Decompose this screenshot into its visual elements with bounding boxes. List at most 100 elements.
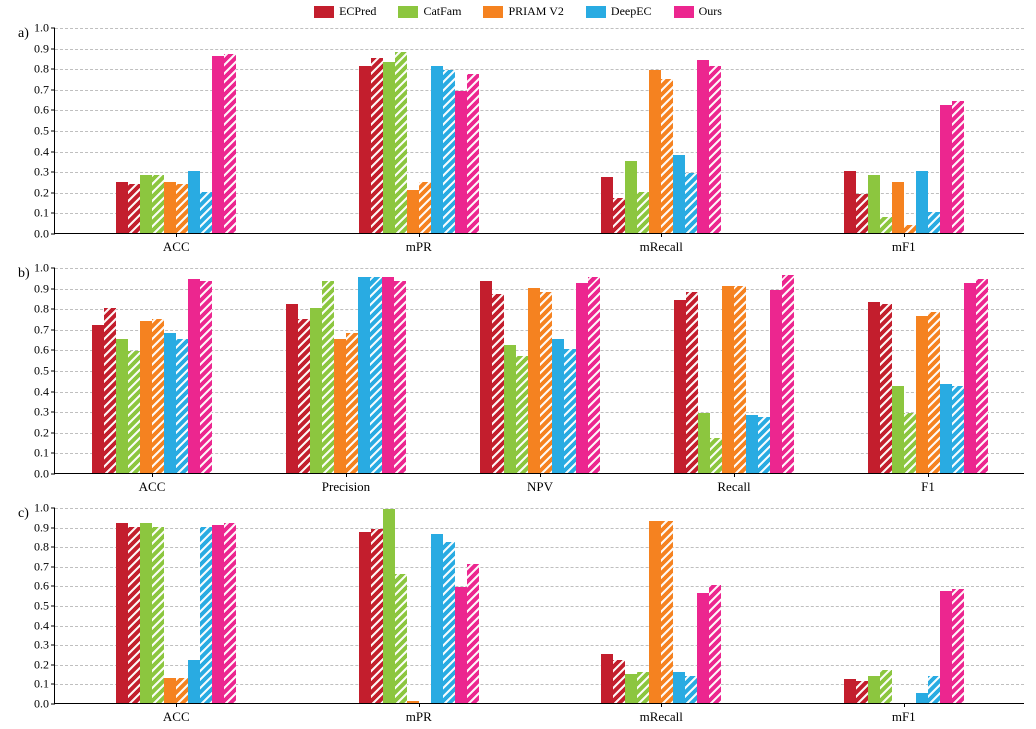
xtick-mark bbox=[176, 703, 177, 707]
xtick-mark bbox=[904, 233, 905, 237]
ytick-mark bbox=[51, 474, 55, 475]
legend-label: CatFam bbox=[423, 4, 461, 19]
bar bbox=[685, 173, 697, 233]
bar-cluster bbox=[286, 268, 406, 473]
ytick-mark bbox=[51, 89, 55, 90]
category-group: mF1 bbox=[844, 28, 964, 233]
ytick-mark bbox=[51, 566, 55, 567]
category-group: Recall bbox=[674, 268, 794, 473]
bar bbox=[188, 171, 200, 233]
bar bbox=[576, 283, 588, 473]
bar-cluster bbox=[601, 508, 721, 703]
ytick-mark bbox=[51, 391, 55, 392]
bar bbox=[164, 333, 176, 473]
bar bbox=[383, 509, 395, 703]
ytick-mark bbox=[51, 234, 55, 235]
bar bbox=[528, 288, 540, 473]
bar bbox=[395, 52, 407, 233]
bar bbox=[467, 74, 479, 233]
category-label: mRecall bbox=[640, 239, 683, 255]
ytick-label: 0.3 bbox=[34, 405, 49, 420]
bar bbox=[116, 182, 128, 234]
bar bbox=[310, 308, 322, 473]
ytick-mark bbox=[51, 684, 55, 685]
bar bbox=[892, 386, 904, 473]
ytick-mark bbox=[51, 704, 55, 705]
ytick-label: 0.0 bbox=[34, 227, 49, 242]
category-group: mRecall bbox=[601, 508, 721, 703]
xtick-mark bbox=[152, 473, 153, 477]
bar bbox=[116, 523, 128, 703]
legend-item: PRIAM V2 bbox=[483, 4, 563, 19]
xtick-mark bbox=[904, 703, 905, 707]
bar bbox=[140, 321, 152, 473]
ytick-label: 0.7 bbox=[34, 82, 49, 97]
bar-cluster bbox=[116, 28, 236, 233]
bar bbox=[334, 339, 346, 473]
ytick-label: 0.3 bbox=[34, 165, 49, 180]
category-label: ACC bbox=[163, 709, 190, 725]
ytick-mark bbox=[51, 527, 55, 528]
ytick-label: 0.2 bbox=[34, 185, 49, 200]
bar bbox=[104, 308, 116, 473]
bar bbox=[952, 589, 964, 703]
bar bbox=[625, 161, 637, 233]
legend-swatch bbox=[314, 6, 334, 18]
ytick-mark bbox=[51, 645, 55, 646]
bar bbox=[540, 292, 552, 473]
ytick-label: 0.6 bbox=[34, 103, 49, 118]
ytick-label: 1.0 bbox=[34, 21, 49, 36]
plot-area: 0.00.10.20.30.40.50.60.70.80.91.0ACCPrec… bbox=[54, 268, 1024, 474]
bar bbox=[613, 660, 625, 703]
ytick-mark bbox=[51, 586, 55, 587]
bar bbox=[601, 177, 613, 233]
ytick-label: 0.9 bbox=[34, 520, 49, 535]
bar bbox=[371, 529, 383, 703]
bar bbox=[698, 413, 710, 473]
bar bbox=[176, 339, 188, 473]
bar bbox=[394, 281, 406, 473]
plot-area: 0.00.10.20.30.40.50.60.70.80.91.0ACCmPRm… bbox=[54, 28, 1024, 234]
bar bbox=[467, 564, 479, 703]
bar bbox=[212, 56, 224, 233]
ytick-mark bbox=[51, 268, 55, 269]
bar bbox=[892, 182, 904, 234]
ytick-label: 0.4 bbox=[34, 144, 49, 159]
bar bbox=[443, 542, 455, 703]
bar bbox=[649, 70, 661, 233]
ytick-label: 0.5 bbox=[34, 364, 49, 379]
bar bbox=[697, 60, 709, 233]
bar bbox=[770, 290, 782, 473]
plot-area: 0.00.10.20.30.40.50.60.70.80.91.0ACCmPRm… bbox=[54, 508, 1024, 704]
ytick-label: 0.4 bbox=[34, 384, 49, 399]
legend: ECPredCatFamPRIAM V2DeepECOurs bbox=[0, 4, 1036, 19]
ytick-mark bbox=[51, 432, 55, 433]
ytick-label: 0.5 bbox=[34, 599, 49, 614]
bar-cluster bbox=[480, 268, 600, 473]
ytick-label: 0.0 bbox=[34, 467, 49, 482]
category-label: mF1 bbox=[892, 239, 916, 255]
bar bbox=[431, 66, 443, 233]
bar bbox=[710, 438, 722, 473]
bar bbox=[746, 415, 758, 473]
category-label: ACC bbox=[139, 479, 166, 495]
ytick-mark bbox=[51, 664, 55, 665]
xtick-mark bbox=[734, 473, 735, 477]
bar bbox=[504, 345, 516, 473]
bar bbox=[722, 286, 734, 473]
category-label: mF1 bbox=[892, 709, 916, 725]
category-label: Precision bbox=[322, 479, 370, 495]
ytick-mark bbox=[51, 371, 55, 372]
bar bbox=[673, 672, 685, 703]
bar bbox=[298, 319, 310, 474]
bar bbox=[395, 574, 407, 703]
bar-cluster bbox=[868, 268, 988, 473]
bar bbox=[868, 676, 880, 703]
category-label: NPV bbox=[527, 479, 553, 495]
xtick-mark bbox=[419, 703, 420, 707]
bar bbox=[431, 534, 443, 703]
ytick-label: 0.8 bbox=[34, 62, 49, 77]
ytick-label: 1.0 bbox=[34, 261, 49, 276]
bar bbox=[128, 351, 140, 473]
bar bbox=[940, 384, 952, 473]
